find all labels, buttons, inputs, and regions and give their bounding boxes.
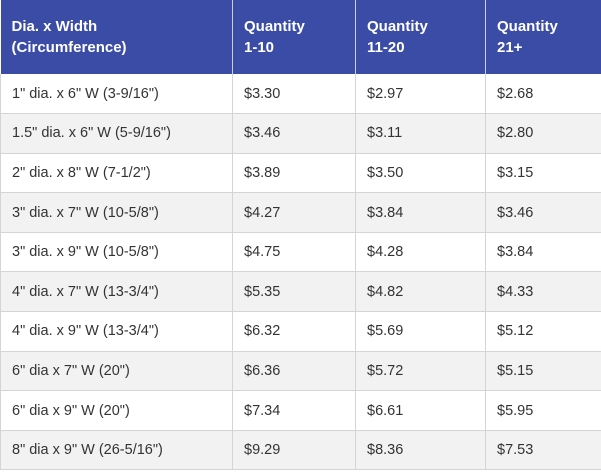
table-row: 8" dia x 9" W (26-5/16") $9.29 $8.36 $7.… [0,430,601,471]
header-qty-1-10-line2: 1-10 [244,39,275,56]
size-cell: 2" dia. x 8" W (7-1/2") [0,153,233,194]
price-cell: $6.36 [232,351,356,392]
header-row: Dia. x Width (Circumference) Quantity 1-… [0,0,601,74]
price-cell: $4.82 [355,271,486,313]
size-cell: 1.5" dia. x 6" W (5-9/16") [0,113,233,154]
price-cell: $8.36 [355,430,486,471]
price-cell: $3.11 [355,113,486,154]
header-qty-21-plus-line2: 21+ [497,39,523,56]
price-cell: $4.27 [232,192,356,233]
price-cell: $5.15 [485,351,601,392]
header-qty-11-20: Quantity 11-20 [355,0,486,74]
table-row: 3" dia. x 9" W (10-5/8") $4.75 $4.28 $3.… [0,232,601,273]
table-row: 1" dia. x 6" W (3-9/16") $3.30 $2.97 $2.… [0,74,601,115]
price-cell: $9.29 [232,430,356,471]
price-cell: $3.46 [485,192,601,233]
price-cell: $7.34 [232,390,356,431]
price-cell: $6.61 [355,390,486,431]
price-cell: $2.80 [485,113,601,154]
header-qty-11-20-line1: Quantity [367,18,428,35]
price-cell: $3.84 [355,192,486,233]
table-row: 4" dia. x 9" W (13-3/4") $6.32 $5.69 $5.… [0,311,601,352]
size-cell: 1" dia. x 6" W (3-9/16") [0,74,233,115]
header-qty-21-plus: Quantity 21+ [485,0,601,74]
table-row: 4" dia. x 7" W (13-3/4") $5.35 $4.82 $4.… [0,271,601,313]
price-cell: $5.35 [232,271,356,313]
size-cell: 8" dia x 9" W (26-5/16") [0,430,233,471]
price-cell: $6.32 [232,311,356,352]
header-qty-1-10: Quantity 1-10 [232,0,356,74]
table-row: 1.5" dia. x 6" W (5-9/16") $3.46 $3.11 $… [0,113,601,154]
price-cell: $3.30 [232,74,356,115]
header-size: Dia. x Width (Circumference) [0,0,233,74]
header-qty-21-plus-line1: Quantity [497,18,558,35]
price-cell: $5.69 [355,311,486,352]
price-cell: $3.46 [232,113,356,154]
table-row: 2" dia. x 8" W (7-1/2") $3.89 $3.50 $3.1… [0,153,601,194]
table-body: 1" dia. x 6" W (3-9/16") $3.30 $2.97 $2.… [0,74,601,471]
price-cell: $4.75 [232,232,356,273]
size-cell: 6" dia x 7" W (20") [0,351,233,392]
table-row: 6" dia x 9" W (20") $7.34 $6.61 $5.95 [0,390,601,431]
price-cell: $5.12 [485,311,601,352]
table-header: Dia. x Width (Circumference) Quantity 1-… [0,0,601,74]
price-cell: $3.50 [355,153,486,194]
size-cell: 4" dia. x 7" W (13-3/4") [0,271,233,313]
price-cell: $4.33 [485,271,601,313]
size-cell: 3" dia. x 7" W (10-5/8") [0,192,233,233]
price-cell: $2.68 [485,74,601,115]
size-cell: 4" dia. x 9" W (13-3/4") [0,311,233,352]
price-cell: $4.28 [355,232,486,273]
price-cell: $7.53 [485,430,601,471]
price-cell: $2.97 [355,74,486,115]
table-row: 3" dia. x 7" W (10-5/8") $4.27 $3.84 $3.… [0,192,601,233]
header-qty-1-10-line1: Quantity [244,18,305,35]
price-cell: $3.84 [485,232,601,273]
price-cell: $3.15 [485,153,601,194]
size-cell: 6" dia x 9" W (20") [0,390,233,431]
header-qty-11-20-line2: 11-20 [367,39,405,56]
price-cell: $5.72 [355,351,486,392]
price-cell: $5.95 [485,390,601,431]
header-size-line1: Dia. x Width [11,18,98,35]
price-cell: $3.89 [232,153,356,194]
table-row: 6" dia x 7" W (20") $6.36 $5.72 $5.15 [0,351,601,392]
header-size-line2: (Circumference) [11,39,127,56]
size-cell: 3" dia. x 9" W (10-5/8") [0,232,233,273]
